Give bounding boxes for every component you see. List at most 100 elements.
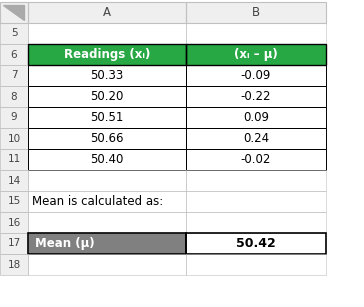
Bar bbox=[186, 65, 326, 86]
Bar bbox=[0, 212, 28, 233]
Text: 5: 5 bbox=[11, 29, 17, 38]
Bar bbox=[28, 23, 186, 44]
Text: -0.09: -0.09 bbox=[241, 69, 271, 82]
Text: 9: 9 bbox=[11, 112, 17, 122]
Bar bbox=[28, 65, 186, 86]
Bar bbox=[28, 65, 186, 86]
Bar bbox=[186, 233, 326, 254]
Bar bbox=[186, 44, 326, 65]
Bar bbox=[0, 149, 28, 170]
Bar bbox=[0, 233, 28, 254]
Bar bbox=[0, 107, 28, 128]
Text: 50.33: 50.33 bbox=[90, 69, 124, 82]
Bar bbox=[0, 254, 28, 275]
Bar bbox=[28, 212, 186, 233]
Bar bbox=[186, 191, 326, 212]
Bar bbox=[186, 107, 326, 128]
Bar bbox=[0, 149, 28, 170]
Text: 50.42: 50.42 bbox=[236, 237, 276, 250]
Bar bbox=[186, 128, 326, 149]
Text: 0.24: 0.24 bbox=[243, 132, 269, 145]
Bar bbox=[28, 191, 186, 212]
Bar bbox=[28, 233, 186, 254]
Text: 16: 16 bbox=[7, 217, 21, 227]
Bar bbox=[28, 212, 186, 233]
Bar bbox=[28, 107, 186, 128]
Bar bbox=[186, 254, 326, 275]
Bar bbox=[186, 212, 326, 233]
Bar bbox=[28, 86, 186, 107]
Bar bbox=[186, 86, 326, 107]
Bar bbox=[28, 149, 186, 170]
Bar bbox=[186, 254, 326, 275]
Text: Mean is calculated as:: Mean is calculated as: bbox=[32, 195, 163, 208]
Bar bbox=[186, 23, 326, 44]
Bar bbox=[186, 212, 326, 233]
Text: 7: 7 bbox=[11, 71, 17, 80]
Bar bbox=[28, 128, 186, 149]
Bar bbox=[28, 170, 186, 191]
Text: 50.51: 50.51 bbox=[90, 111, 124, 124]
Bar bbox=[28, 149, 186, 170]
Bar bbox=[0, 86, 28, 107]
Bar bbox=[0, 107, 28, 128]
Bar bbox=[28, 44, 186, 65]
Bar bbox=[28, 254, 186, 275]
Bar bbox=[0, 23, 28, 44]
Bar bbox=[28, 86, 186, 107]
Bar bbox=[186, 149, 326, 170]
Bar bbox=[28, 23, 186, 44]
Text: 50.66: 50.66 bbox=[90, 132, 124, 145]
Bar bbox=[28, 233, 186, 254]
Text: 8: 8 bbox=[11, 91, 17, 102]
Bar bbox=[0, 191, 28, 212]
Bar bbox=[0, 44, 28, 65]
Bar bbox=[186, 233, 326, 254]
Bar bbox=[28, 170, 186, 191]
Bar bbox=[28, 191, 186, 212]
Bar bbox=[0, 65, 28, 86]
Bar bbox=[186, 170, 326, 191]
Bar bbox=[186, 2, 326, 23]
Text: -0.22: -0.22 bbox=[241, 90, 271, 103]
Bar bbox=[28, 44, 186, 65]
Bar bbox=[28, 128, 186, 149]
Bar bbox=[0, 2, 28, 23]
Text: (xᵢ – μ): (xᵢ – μ) bbox=[234, 48, 278, 61]
Text: 18: 18 bbox=[7, 259, 21, 270]
Text: 0.09: 0.09 bbox=[243, 111, 269, 124]
Bar bbox=[186, 149, 326, 170]
Bar bbox=[0, 170, 28, 191]
Bar bbox=[0, 44, 28, 65]
Text: Readings (xᵢ): Readings (xᵢ) bbox=[64, 48, 150, 61]
Bar bbox=[0, 2, 28, 23]
Text: 17: 17 bbox=[7, 239, 21, 248]
Bar bbox=[28, 254, 186, 275]
Bar bbox=[0, 170, 28, 191]
Text: B: B bbox=[252, 6, 260, 19]
Text: 50.20: 50.20 bbox=[90, 90, 124, 103]
Bar bbox=[0, 212, 28, 233]
Bar bbox=[186, 191, 326, 212]
Text: Mean (μ): Mean (μ) bbox=[35, 237, 95, 250]
Bar bbox=[186, 107, 326, 128]
Bar bbox=[186, 23, 326, 44]
Bar bbox=[28, 107, 186, 128]
Text: 11: 11 bbox=[7, 154, 21, 165]
Bar bbox=[186, 44, 326, 65]
Bar bbox=[28, 2, 186, 23]
Bar bbox=[0, 233, 28, 254]
Text: 14: 14 bbox=[7, 176, 21, 185]
Bar bbox=[0, 23, 28, 44]
Bar bbox=[0, 191, 28, 212]
Text: 6: 6 bbox=[11, 49, 17, 60]
Text: 15: 15 bbox=[7, 196, 21, 207]
Bar bbox=[186, 170, 326, 191]
Text: 10: 10 bbox=[7, 134, 20, 143]
Bar bbox=[186, 65, 326, 86]
Bar bbox=[0, 254, 28, 275]
Text: A: A bbox=[103, 6, 111, 19]
Bar bbox=[186, 128, 326, 149]
Polygon shape bbox=[3, 5, 24, 20]
Bar bbox=[0, 128, 28, 149]
